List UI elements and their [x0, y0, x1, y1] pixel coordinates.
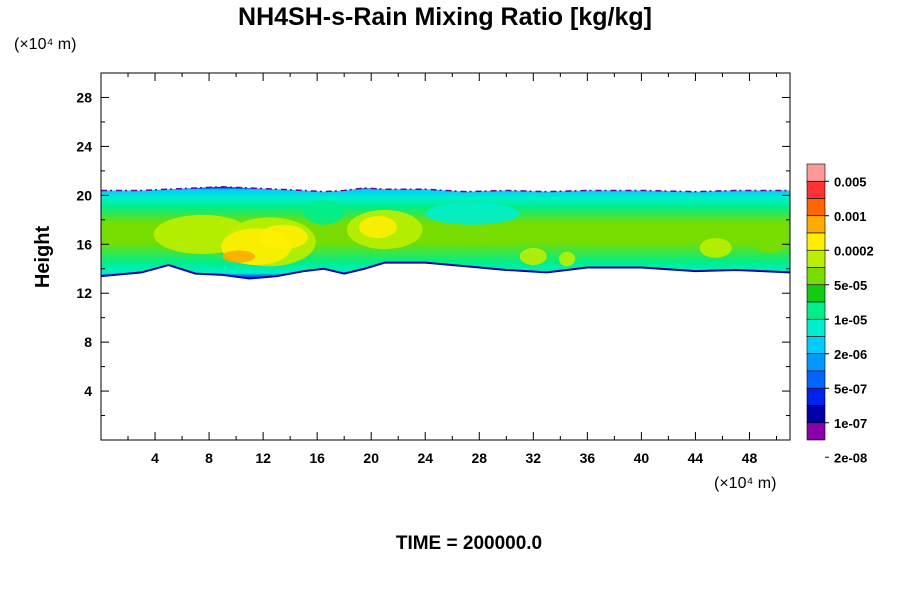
time-label: TIME = 200000.0 — [396, 533, 542, 554]
concentration-blob — [259, 224, 308, 250]
concentration-blob — [519, 247, 547, 266]
x-tick-label: 28 — [471, 450, 487, 466]
colorbar-swatch — [806, 301, 826, 320]
concentration-blob — [425, 202, 520, 225]
colorbar-swatch — [806, 336, 826, 355]
y-axis-ticks: 4 8 12 16 20 24 28 — [76, 72, 790, 417]
colorbar-label: 0.005 — [834, 174, 867, 189]
colorbar-swatch — [806, 370, 826, 389]
colorbar-swatch — [806, 198, 826, 217]
y-tick-label: 4 — [84, 383, 92, 399]
colorbar-swatch — [806, 267, 826, 286]
x-tick-label: 8 — [205, 450, 213, 466]
concentration-blob — [222, 250, 256, 263]
x-axis-unit: (×10⁴ m) — [714, 475, 776, 492]
x-tick-label: 20 — [363, 450, 379, 466]
colorbar-label: 1e-05 — [834, 312, 867, 327]
colorbar-swatch — [806, 353, 826, 372]
layer-base-edge — [101, 261, 790, 280]
colorbar-label: 5e-07 — [834, 381, 867, 396]
y-axis-unit: (×10⁴ m) — [14, 36, 76, 53]
colorbar-swatch — [806, 180, 826, 199]
colorbar-swatch — [806, 163, 826, 182]
x-axis-ticks: 4 8 12 16 20 24 28 32 36 40 44 48 — [127, 73, 777, 466]
y-tick-label: 24 — [76, 138, 92, 154]
x-tick-label: 44 — [688, 450, 704, 466]
colorbar-swatch — [806, 318, 826, 337]
colorbar-label: 2e-06 — [834, 347, 867, 362]
y-tick-label: 8 — [84, 334, 92, 350]
colorbar-label: 0.0002 — [834, 243, 874, 258]
colorbar-swatch — [806, 387, 826, 406]
x-tick-label: 4 — [151, 450, 159, 466]
x-tick-label: 12 — [255, 450, 271, 466]
concentration-blob — [303, 200, 345, 225]
plot-frame — [100, 72, 791, 441]
x-tick-label: 16 — [309, 450, 325, 466]
concentration-blob — [558, 251, 576, 267]
colorbar-swatch — [806, 405, 826, 424]
colorbar-label: 5e-05 — [834, 278, 867, 293]
x-tick-label: 40 — [634, 450, 650, 466]
x-tick-label: 32 — [526, 450, 542, 466]
colorbar-label: 1e-07 — [834, 416, 867, 431]
y-tick-label: 20 — [76, 187, 92, 203]
concentration-blob — [699, 238, 732, 258]
colorbar: 0.005 0.001 0.0002 5e-05 1e-05 2e-06 5e-07 1e-0… — [806, 163, 874, 465]
colorbar-label: 0.001 — [834, 209, 867, 224]
colorbar-swatch — [806, 232, 826, 251]
chart-title: NH4SH-s-Rain Mixing Ratio [kg/kg] — [238, 3, 652, 31]
x-tick-label: 36 — [580, 450, 596, 466]
colorbar-swatch — [806, 215, 826, 234]
colorbar-swatch — [806, 249, 826, 268]
colorbar-label: 2e-08 — [834, 450, 867, 465]
y-tick-label: 28 — [76, 89, 92, 105]
y-tick-label: 12 — [76, 285, 92, 301]
colorbar-swatch — [806, 284, 826, 303]
y-axis-label: Height — [32, 226, 54, 289]
mixing-ratio-field — [101, 186, 790, 280]
x-tick-label: 24 — [417, 450, 433, 466]
concentration-blob — [750, 223, 789, 253]
concentration-blob — [359, 216, 397, 239]
y-tick-label: 16 — [76, 236, 92, 252]
colorbar-swatch — [806, 422, 826, 441]
x-tick-label: 48 — [742, 450, 758, 466]
